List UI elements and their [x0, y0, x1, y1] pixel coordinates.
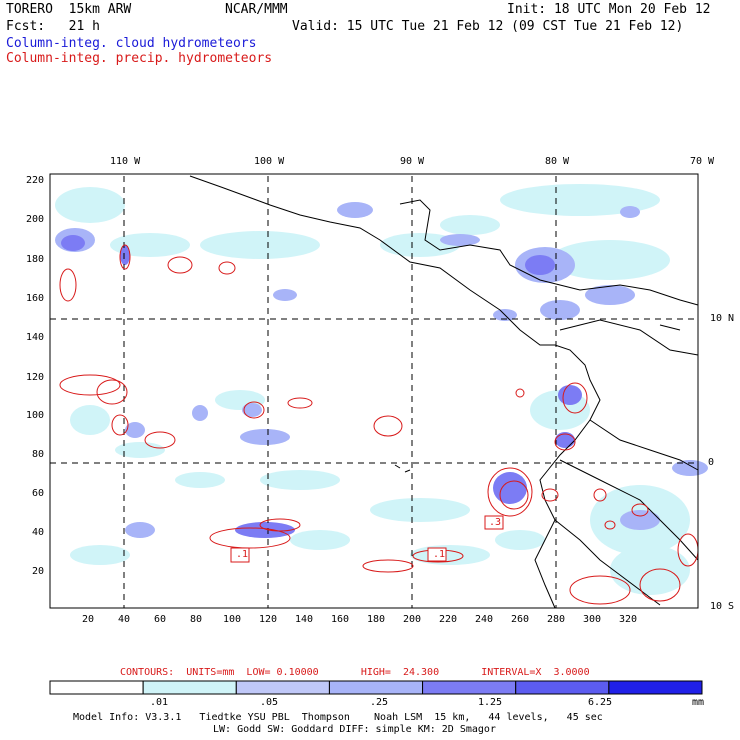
- field-precip-label: Column-integ. precip. hydrometeors: [6, 51, 273, 66]
- x-tick: 260: [511, 614, 530, 625]
- colorbar-swatch: [515, 680, 610, 695]
- x-tick: 320: [619, 614, 638, 625]
- contour-label: .1: [236, 549, 249, 560]
- model-title: TORERO 15km ARW: [6, 2, 132, 17]
- precip-contours: [59, 244, 699, 605]
- colorbar-swatch: [142, 680, 237, 695]
- lon-label: 90 W: [400, 156, 425, 167]
- x-tick: 80: [190, 614, 203, 625]
- colorbar-label: .05: [260, 697, 279, 708]
- init-time: Init: 18 UTC Mon 20 Feb 12: [507, 2, 711, 17]
- x-tick: 160: [331, 614, 350, 625]
- lon-label: 100 W: [254, 156, 285, 167]
- y-tick: 160: [26, 293, 45, 304]
- colorbar: [49, 680, 703, 695]
- y-tick: 200: [26, 214, 45, 225]
- colorbar-units: mm: [692, 697, 705, 708]
- colorbar-label: 6.25: [588, 697, 613, 708]
- x-tick: 60: [154, 614, 167, 625]
- y-tick: 120: [26, 372, 45, 383]
- org-label: NCAR/MMM: [225, 2, 288, 17]
- lat-label: 0: [708, 457, 715, 468]
- contour-label-boxes: [230, 515, 504, 563]
- colorbar-swatch: [49, 680, 144, 695]
- y-tick: 60: [32, 488, 45, 499]
- contour-label: .1: [433, 549, 446, 560]
- lon-label: 70 W: [690, 156, 715, 167]
- y-tick: 220: [26, 175, 45, 186]
- colorbar-label: .25: [370, 697, 389, 708]
- x-tick: 220: [439, 614, 458, 625]
- model-info-line1: Model Info: V3.3.1 Tiedtke YSU PBL Thomp…: [73, 712, 603, 723]
- model-info-line2: LW: Godd SW: Goddard DIFF: simple KM: 2D…: [213, 724, 496, 735]
- field-cloud-label: Column-integ. cloud hydrometeors: [6, 36, 257, 51]
- lat-label: 10 S: [710, 601, 735, 612]
- colorbar-label: 1.25: [478, 697, 503, 708]
- cloud-shading-dark: [61, 235, 582, 538]
- x-tick: 280: [547, 614, 566, 625]
- colorbar-swatch: [235, 680, 330, 695]
- forecast-hour: Fcst: 21 h: [6, 19, 100, 34]
- y-tick: 40: [32, 527, 45, 538]
- y-tick: 100: [26, 410, 45, 421]
- valid-time: Valid: 15 UTC Tue 21 Feb 12 (09 CST Tue …: [292, 19, 684, 34]
- colorbar-swatch: [422, 680, 517, 695]
- x-tick: 20: [82, 614, 95, 625]
- y-tick: 80: [32, 449, 45, 460]
- x-tick: 300: [583, 614, 602, 625]
- lon-label: 80 W: [545, 156, 570, 167]
- x-tick: 200: [403, 614, 422, 625]
- y-tick: 180: [26, 254, 45, 265]
- contour-label: .3: [489, 517, 502, 528]
- y-tick: 140: [26, 332, 45, 343]
- graticule: [50, 176, 698, 608]
- x-tick: 180: [367, 614, 386, 625]
- colorbar-label: .01: [150, 697, 169, 708]
- y-tick: 20: [32, 566, 45, 577]
- colorbar-swatch: [608, 680, 703, 695]
- x-tick: 140: [295, 614, 314, 625]
- lon-label: 110 W: [110, 156, 141, 167]
- contour-info: CONTOURS: UNITS=mm LOW= 0.10000 HIGH= 24…: [120, 667, 590, 678]
- coastlines: [189, 175, 699, 609]
- x-tick: 240: [475, 614, 494, 625]
- x-tick: 120: [259, 614, 278, 625]
- x-tick: 100: [223, 614, 242, 625]
- lat-label: 10 N: [710, 313, 735, 324]
- colorbar-swatch: [328, 680, 424, 695]
- x-tick: 40: [118, 614, 131, 625]
